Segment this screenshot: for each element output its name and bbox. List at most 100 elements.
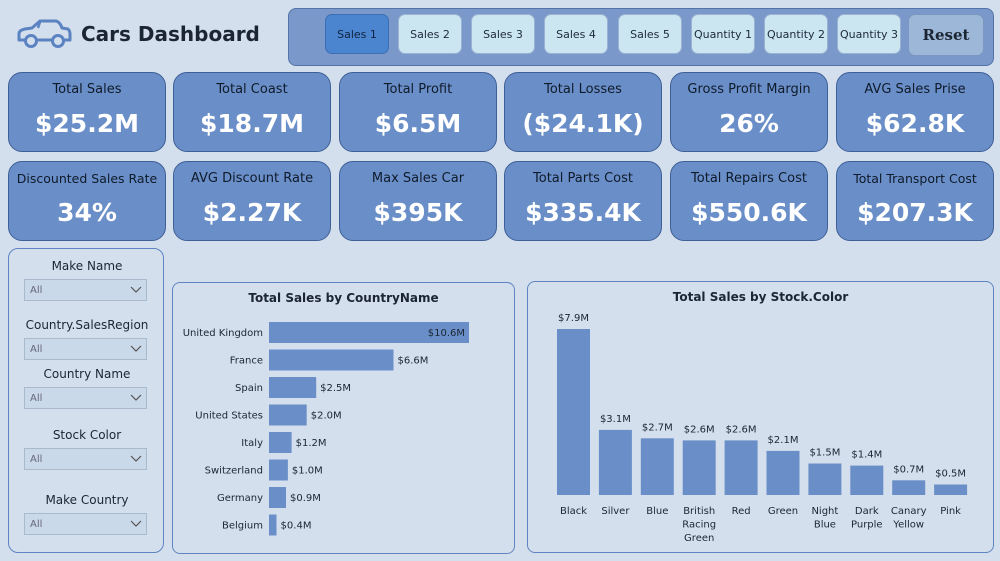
kpi-card-discounted-sales-rate: Discounted Sales Rate 34% — [8, 161, 166, 241]
chart-title: Total Sales by CountryName — [248, 291, 439, 305]
category-label-line: Green — [768, 506, 798, 517]
kpi-value: 34% — [57, 198, 117, 227]
data-label-silver: $3.1M — [600, 414, 631, 425]
kpi-label: Total Coast — [216, 82, 288, 97]
data-label-blue: $2.7M — [642, 422, 673, 433]
nav-button-sales-4[interactable]: Sales 4 — [544, 14, 608, 54]
kpi-card-total-transport-cost: Total Transport Cost $207.3K — [836, 161, 994, 241]
data-label-belgium: $0.4M — [281, 521, 312, 532]
kpi-label: Total Sales — [52, 82, 122, 97]
nav-button-quantity-2[interactable]: Quantity 2 — [764, 14, 828, 54]
dropdown-value: All — [30, 454, 43, 465]
bar-spain — [269, 377, 317, 398]
kpi-value: $2.27K — [202, 198, 302, 227]
slicer-label-stock-color: Stock Color — [52, 428, 122, 442]
category-label-pink: Pink — [940, 506, 961, 517]
bar-green — [766, 450, 800, 495]
dropdown-value: All — [30, 519, 43, 530]
color-sales-bar-chart: $7.9M Black $3.1M Silver $2.7M Blue $2.6M Briti… — [557, 313, 968, 544]
category-label-line: Racing — [682, 520, 716, 531]
kpi-label: Total Profit — [383, 82, 453, 97]
page-title: Cars Dashboard — [81, 22, 260, 46]
kpi-label: Total Parts Cost — [533, 171, 633, 186]
kpi-value: ($24.1K) — [522, 109, 644, 138]
category-label-night-blue: Night Blue — [811, 506, 838, 531]
chevron-down-icon — [130, 520, 142, 527]
make-country-dropdown[interactable]: All — [24, 513, 147, 535]
kpi-label: AVG Sales Prise — [864, 82, 966, 97]
kpi-card-total-profit: Total Profit $6.5M — [339, 72, 497, 152]
nav-button-sales-5[interactable]: Sales 5 — [618, 14, 682, 54]
reset-button[interactable]: Reset — [908, 14, 984, 56]
category-label-line: Black — [560, 506, 587, 517]
data-label-italy: $1.2M — [296, 438, 327, 449]
category-label-line: British — [683, 506, 715, 517]
kpi-label: AVG Discount Rate — [190, 171, 314, 186]
category-label-line: Blue — [814, 520, 836, 531]
country-sales-region-dropdown[interactable]: All — [24, 338, 147, 360]
category-label-silver: Silver — [601, 506, 630, 517]
bar-british-racing-green — [682, 440, 716, 495]
kpi-value: $18.7M — [200, 109, 304, 138]
data-label-canary-yellow: $0.7M — [893, 464, 924, 475]
bar-night-blue — [808, 463, 842, 495]
data-label-night-blue: $1.5M — [809, 448, 840, 459]
category-label-italy: Italy — [241, 438, 263, 449]
nav-button-quantity-1[interactable]: Quantity 1 — [691, 14, 755, 54]
slicer-label-make-name: Make Name — [51, 259, 123, 273]
category-label-line: Purple — [851, 520, 883, 531]
category-label-switzerland: Switzerland — [205, 466, 263, 477]
bar-canary-yellow — [892, 480, 926, 495]
kpi-card-gross-profit-margin: Gross Profit Margin 26% — [670, 72, 828, 152]
bar-black — [557, 329, 590, 495]
car-icon — [17, 19, 72, 48]
chevron-down-icon — [130, 345, 142, 352]
kpi-card-total-losses: Total Losses ($24.1K) — [504, 72, 662, 152]
data-label-red: $2.6M — [726, 424, 757, 435]
data-label-united-states: $2.0M — [311, 411, 342, 422]
dropdown-value: All — [30, 344, 43, 355]
category-label-united-kingdom: United Kingdom — [183, 328, 263, 339]
category-label-canary-yellow: Canary Yellow — [891, 506, 927, 531]
chart-title: Total Sales by Stock.Color — [672, 290, 849, 304]
data-label-dark-purple: $1.4M — [851, 450, 882, 461]
nav-button-sales-1[interactable]: Sales 1 — [325, 14, 389, 54]
kpi-card-total-coast: Total Coast $18.7M — [173, 72, 331, 152]
data-label-switzerland: $1.0M — [292, 466, 323, 477]
nav-button-sales-3[interactable]: Sales 3 — [471, 14, 535, 54]
nav-button-sales-2[interactable]: Sales 2 — [398, 14, 462, 54]
data-label-black: $7.9M — [558, 313, 589, 324]
bar-pink — [934, 484, 968, 495]
bar-switzerland — [269, 459, 288, 481]
category-label-belgium: Belgium — [222, 521, 263, 532]
kpi-value: $62.8K — [865, 109, 965, 138]
page-navigator: Sales 1 Sales 2 Sales 3 Sales 4 Sales 5 … — [288, 8, 994, 66]
nav-button-quantity-3[interactable]: Quantity 3 — [837, 14, 901, 54]
chevron-down-icon — [130, 286, 142, 293]
category-label-dark-purple: Dark Purple — [851, 506, 883, 531]
bar-germany — [269, 487, 286, 508]
kpi-value: $6.5M — [374, 109, 462, 138]
category-label-line: Green — [684, 533, 714, 544]
kpi-card-avg-discount-rate: AVG Discount Rate $2.27K — [173, 161, 331, 241]
data-label-united-kingdom: $10.6M — [428, 328, 465, 339]
category-label-line: Blue — [646, 506, 668, 517]
category-label-line: Red — [732, 506, 751, 517]
slicer-label-make-country: Make Country — [45, 493, 129, 507]
data-label-pink: $0.5M — [935, 469, 966, 480]
slicer-label-country-sales-region: Country.SalesRegion — [25, 318, 149, 332]
bar-red — [724, 440, 758, 495]
category-label-british-racing-green: British Racing Green — [682, 506, 716, 544]
data-label-british-racing-green: $2.6M — [684, 424, 715, 435]
chevron-down-icon — [130, 394, 142, 401]
chevron-down-icon — [130, 455, 142, 462]
make-name-dropdown[interactable]: All — [24, 279, 147, 301]
category-label-line: Yellow — [892, 520, 924, 531]
kpi-value: $395K — [373, 198, 463, 227]
category-label-spain: Spain — [235, 383, 263, 394]
kpi-card-total-repairs-cost: Total Repairs Cost $550.6K — [670, 161, 828, 241]
bar-dark-purple — [850, 465, 884, 495]
stock-color-dropdown[interactable]: All — [24, 448, 147, 470]
country-name-dropdown[interactable]: All — [24, 387, 147, 409]
kpi-card-avg-sales-prise: AVG Sales Prise $62.8K — [836, 72, 994, 152]
